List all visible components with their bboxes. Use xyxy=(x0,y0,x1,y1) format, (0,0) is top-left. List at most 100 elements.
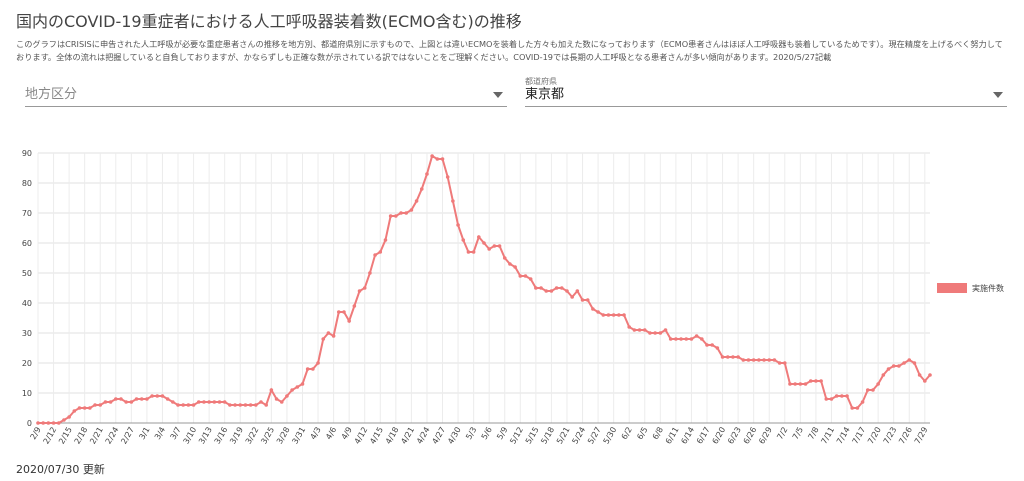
data-point xyxy=(383,238,388,242)
data-point xyxy=(528,277,533,281)
data-point xyxy=(150,394,154,398)
x-tick-label: 7/5 xyxy=(791,426,805,442)
data-point xyxy=(767,358,772,362)
data-point xyxy=(622,313,626,317)
data-point xyxy=(782,361,787,365)
x-tick-label: 6/17 xyxy=(695,426,712,446)
x-tick-label: 4/15 xyxy=(368,426,385,446)
data-point xyxy=(290,388,294,392)
x-tick-label: 5/6 xyxy=(480,426,494,442)
x-tick-label: 5/9 xyxy=(495,425,509,441)
x-tick-label: 3/22 xyxy=(244,426,261,446)
data-point xyxy=(134,397,139,401)
data-point xyxy=(461,238,466,242)
data-point xyxy=(658,331,663,335)
data-point xyxy=(746,358,751,362)
x-tick-label: 6/14 xyxy=(679,426,696,446)
data-point xyxy=(876,382,880,386)
data-point xyxy=(404,211,409,215)
data-point xyxy=(518,274,523,278)
data-point xyxy=(715,346,720,350)
data-point xyxy=(202,400,206,404)
data-point xyxy=(902,361,906,365)
x-tick-label: 7/8 xyxy=(806,426,820,442)
data-point xyxy=(554,286,559,290)
x-tick-label: 7/2 xyxy=(775,426,789,442)
data-point xyxy=(840,394,844,398)
x-tick-label: 4/6 xyxy=(324,426,338,442)
data-point xyxy=(316,361,320,365)
data-point xyxy=(243,403,248,407)
data-point xyxy=(482,241,486,245)
data-point xyxy=(700,337,704,341)
data-point xyxy=(891,364,896,368)
data-point xyxy=(471,250,476,254)
data-point xyxy=(46,421,51,425)
data-point xyxy=(834,394,839,398)
data-point xyxy=(871,388,875,392)
x-tick-label: 3/13 xyxy=(197,426,214,446)
data-point xyxy=(539,286,543,290)
data-point xyxy=(881,373,886,377)
prefecture-dropdown[interactable]: 都道府県 東京都 xyxy=(525,76,1007,107)
y-tick-label: 20 xyxy=(22,359,32,368)
x-tick-label: 2/18 xyxy=(73,426,90,446)
region-dropdown[interactable]: 地方区分 xyxy=(25,76,507,107)
x-tick-label: 3/4 xyxy=(153,426,167,442)
x-tick-label: 5/30 xyxy=(602,426,619,446)
data-point xyxy=(668,337,673,341)
data-point xyxy=(917,373,922,377)
x-tick-label: 6/8 xyxy=(651,426,665,442)
data-point xyxy=(373,253,377,257)
data-point xyxy=(814,379,818,383)
y-tick-label: 50 xyxy=(22,269,32,278)
data-point xyxy=(139,397,144,401)
data-point xyxy=(440,157,445,161)
data-point xyxy=(777,361,782,365)
x-tick-label: 4/12 xyxy=(353,426,370,446)
data-point xyxy=(751,358,756,362)
data-point xyxy=(456,223,460,227)
data-point xyxy=(233,403,237,407)
data-point xyxy=(845,394,849,398)
data-point xyxy=(160,394,165,398)
data-point xyxy=(67,415,71,419)
data-point xyxy=(409,208,414,212)
data-point xyxy=(923,379,927,383)
data-point xyxy=(191,403,196,407)
data-point xyxy=(119,397,123,401)
data-point xyxy=(720,355,725,359)
x-tick-label: 5/18 xyxy=(539,426,556,446)
data-point xyxy=(98,403,103,407)
y-tick-label: 30 xyxy=(22,329,32,338)
data-point xyxy=(819,379,823,383)
data-point xyxy=(196,400,201,404)
data-point xyxy=(62,418,66,422)
data-point xyxy=(394,214,398,218)
data-point xyxy=(264,403,268,407)
x-tick-label: 6/23 xyxy=(726,426,743,446)
data-point xyxy=(326,331,331,335)
x-tick-label: 3/7 xyxy=(169,426,183,442)
data-point xyxy=(93,403,97,407)
y-tick-label: 60 xyxy=(22,239,32,248)
x-tick-label: 6/26 xyxy=(742,426,759,446)
data-point xyxy=(928,373,932,377)
data-point xyxy=(212,400,217,404)
data-point xyxy=(674,337,678,341)
data-point xyxy=(694,334,699,338)
data-point xyxy=(860,400,865,404)
data-point xyxy=(502,256,507,260)
data-point xyxy=(580,298,585,302)
chart: 01020304050607080902/92/122/152/182/212/… xyxy=(22,149,1004,446)
legend-label: 実施件数 xyxy=(972,283,1004,293)
data-point xyxy=(549,289,554,293)
data-point xyxy=(451,199,455,203)
x-tick-label: 4/30 xyxy=(446,426,463,446)
data-point xyxy=(176,403,180,407)
x-tick-label: 5/12 xyxy=(508,426,525,446)
data-point xyxy=(41,421,45,425)
data-point xyxy=(886,367,891,371)
data-point xyxy=(788,382,792,386)
data-point xyxy=(352,304,357,308)
